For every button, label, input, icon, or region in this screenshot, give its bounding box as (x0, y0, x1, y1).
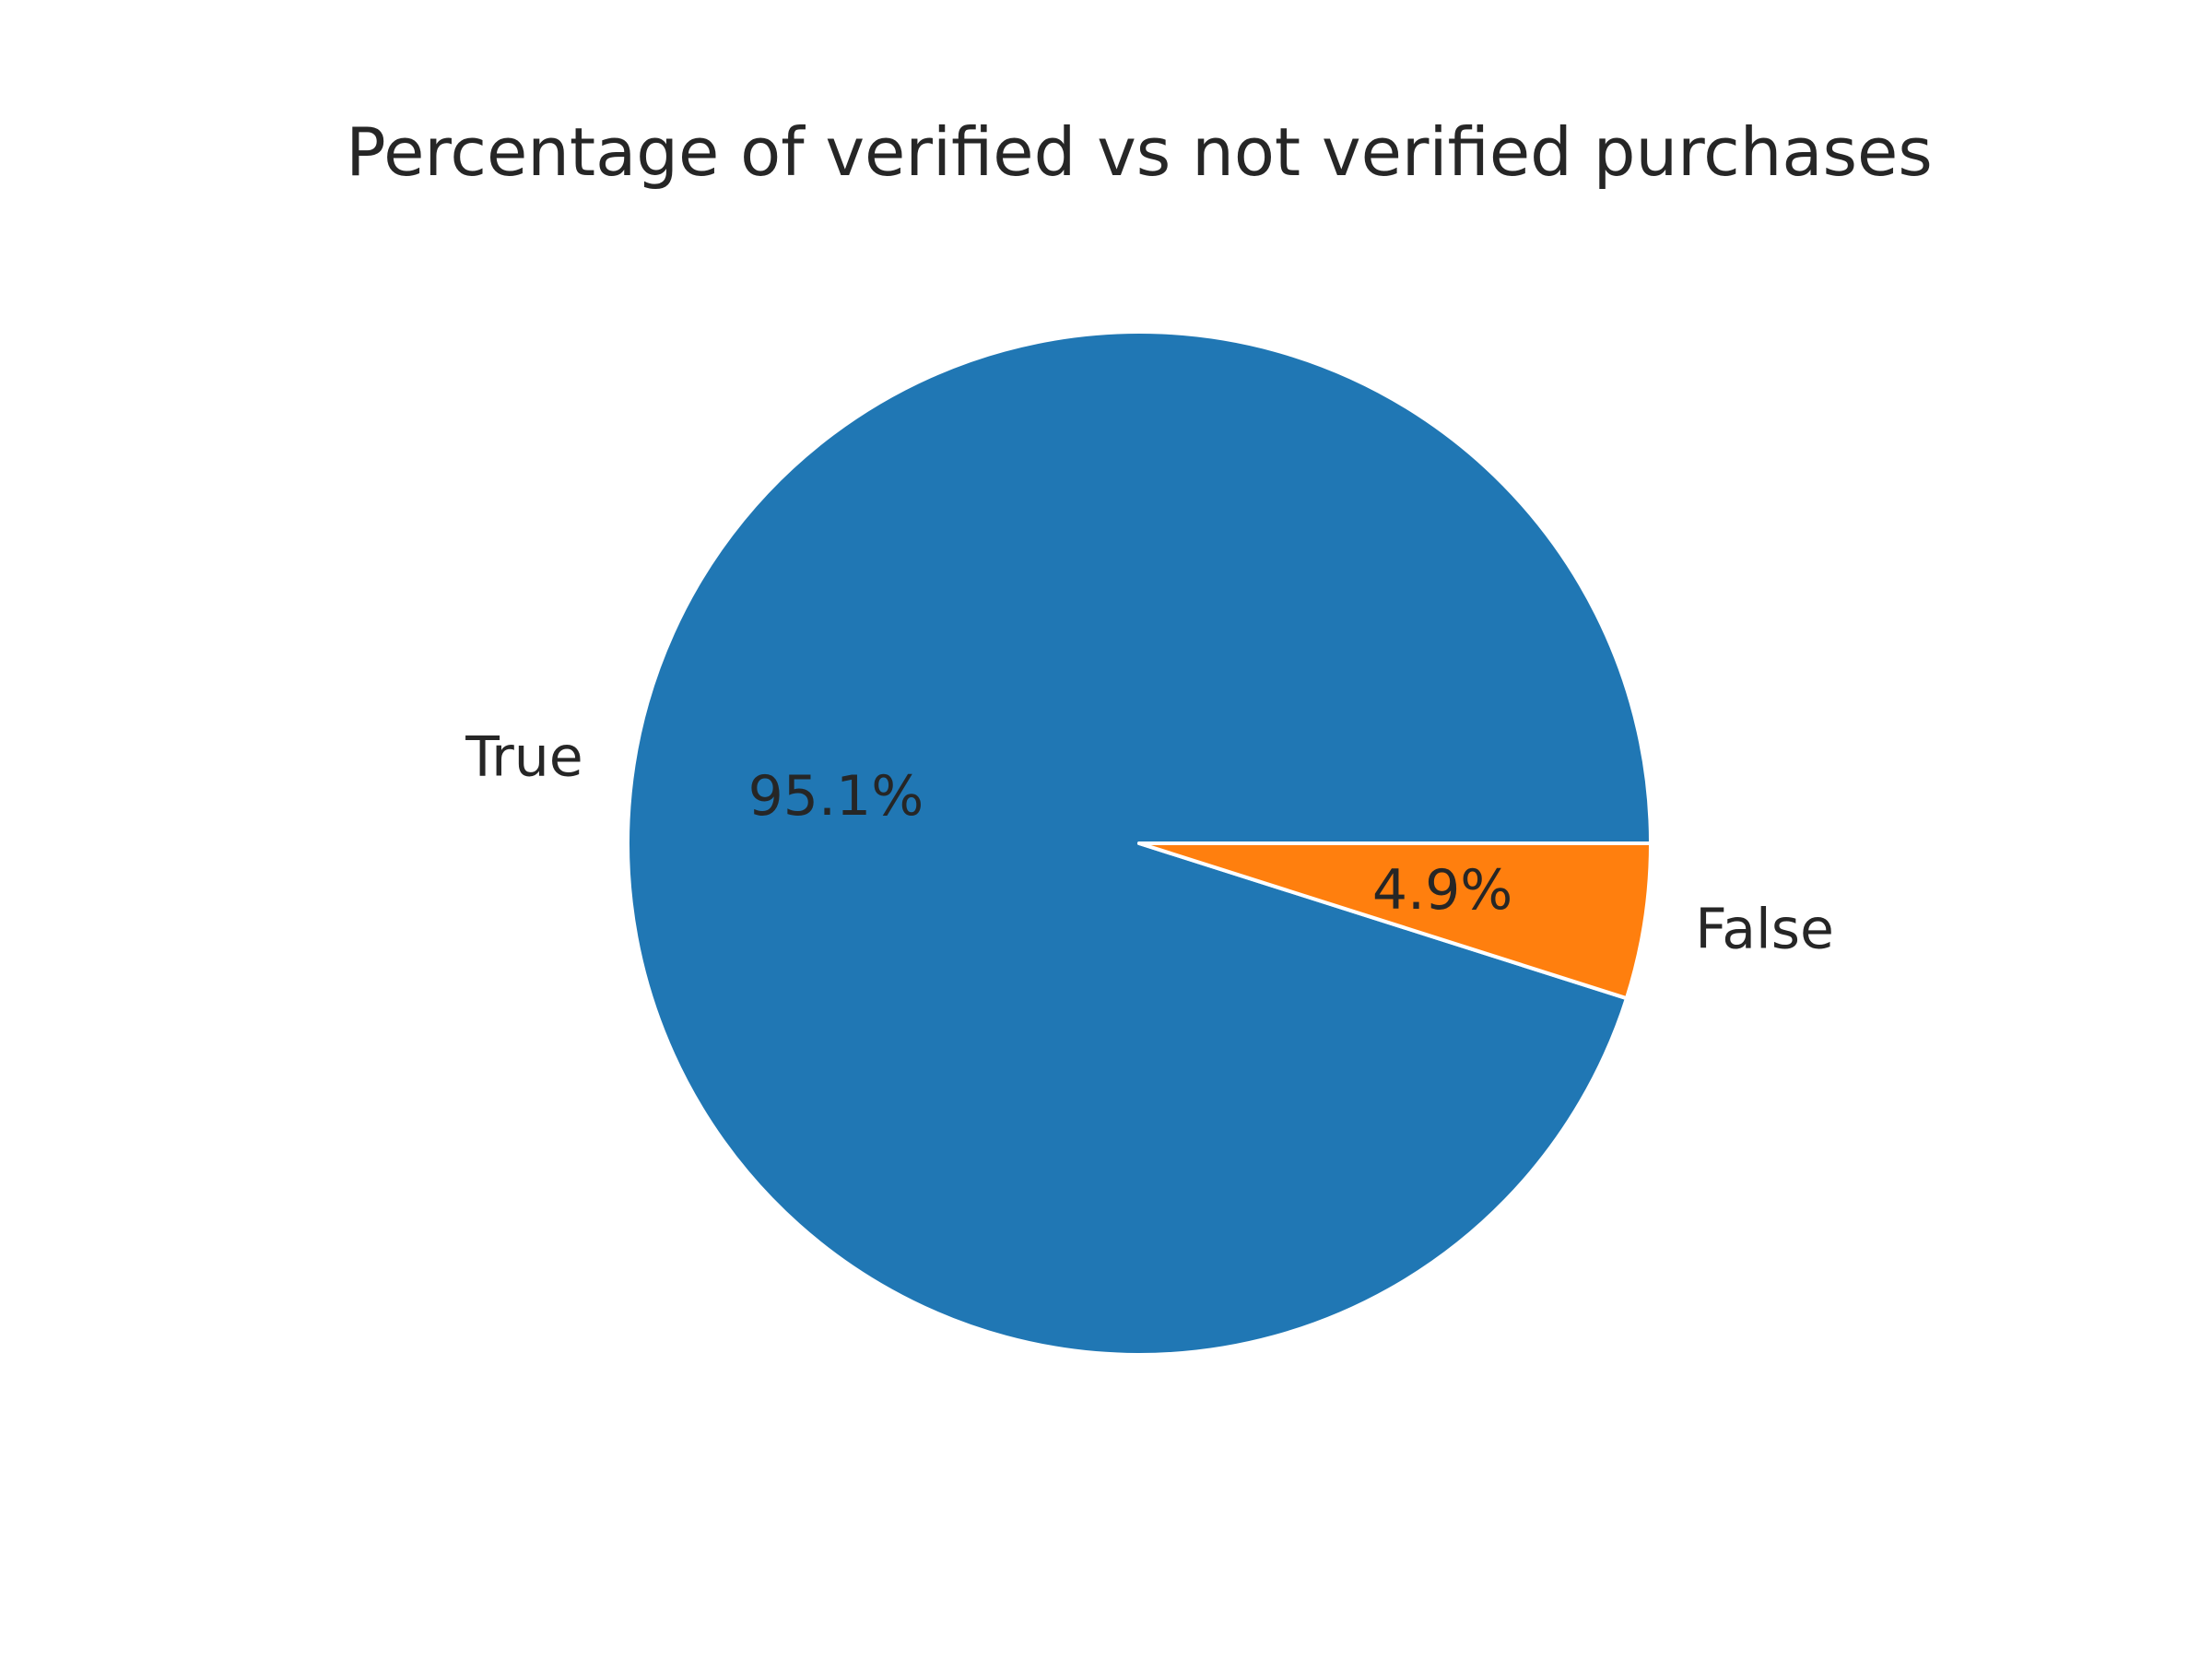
chart-title: Percentage of verified vs not verified p… (346, 113, 1933, 191)
pct-label-true: 95.1% (748, 764, 924, 829)
slice-label-true: True (465, 724, 582, 789)
pct-label-false: 4.9% (1372, 858, 1512, 923)
pie-slice-false (1137, 841, 1653, 1001)
pie-labels: True 95.1% False 4.9% (465, 724, 1834, 961)
slice-label-false: False (1695, 898, 1834, 962)
pie-slices (626, 330, 1653, 1357)
